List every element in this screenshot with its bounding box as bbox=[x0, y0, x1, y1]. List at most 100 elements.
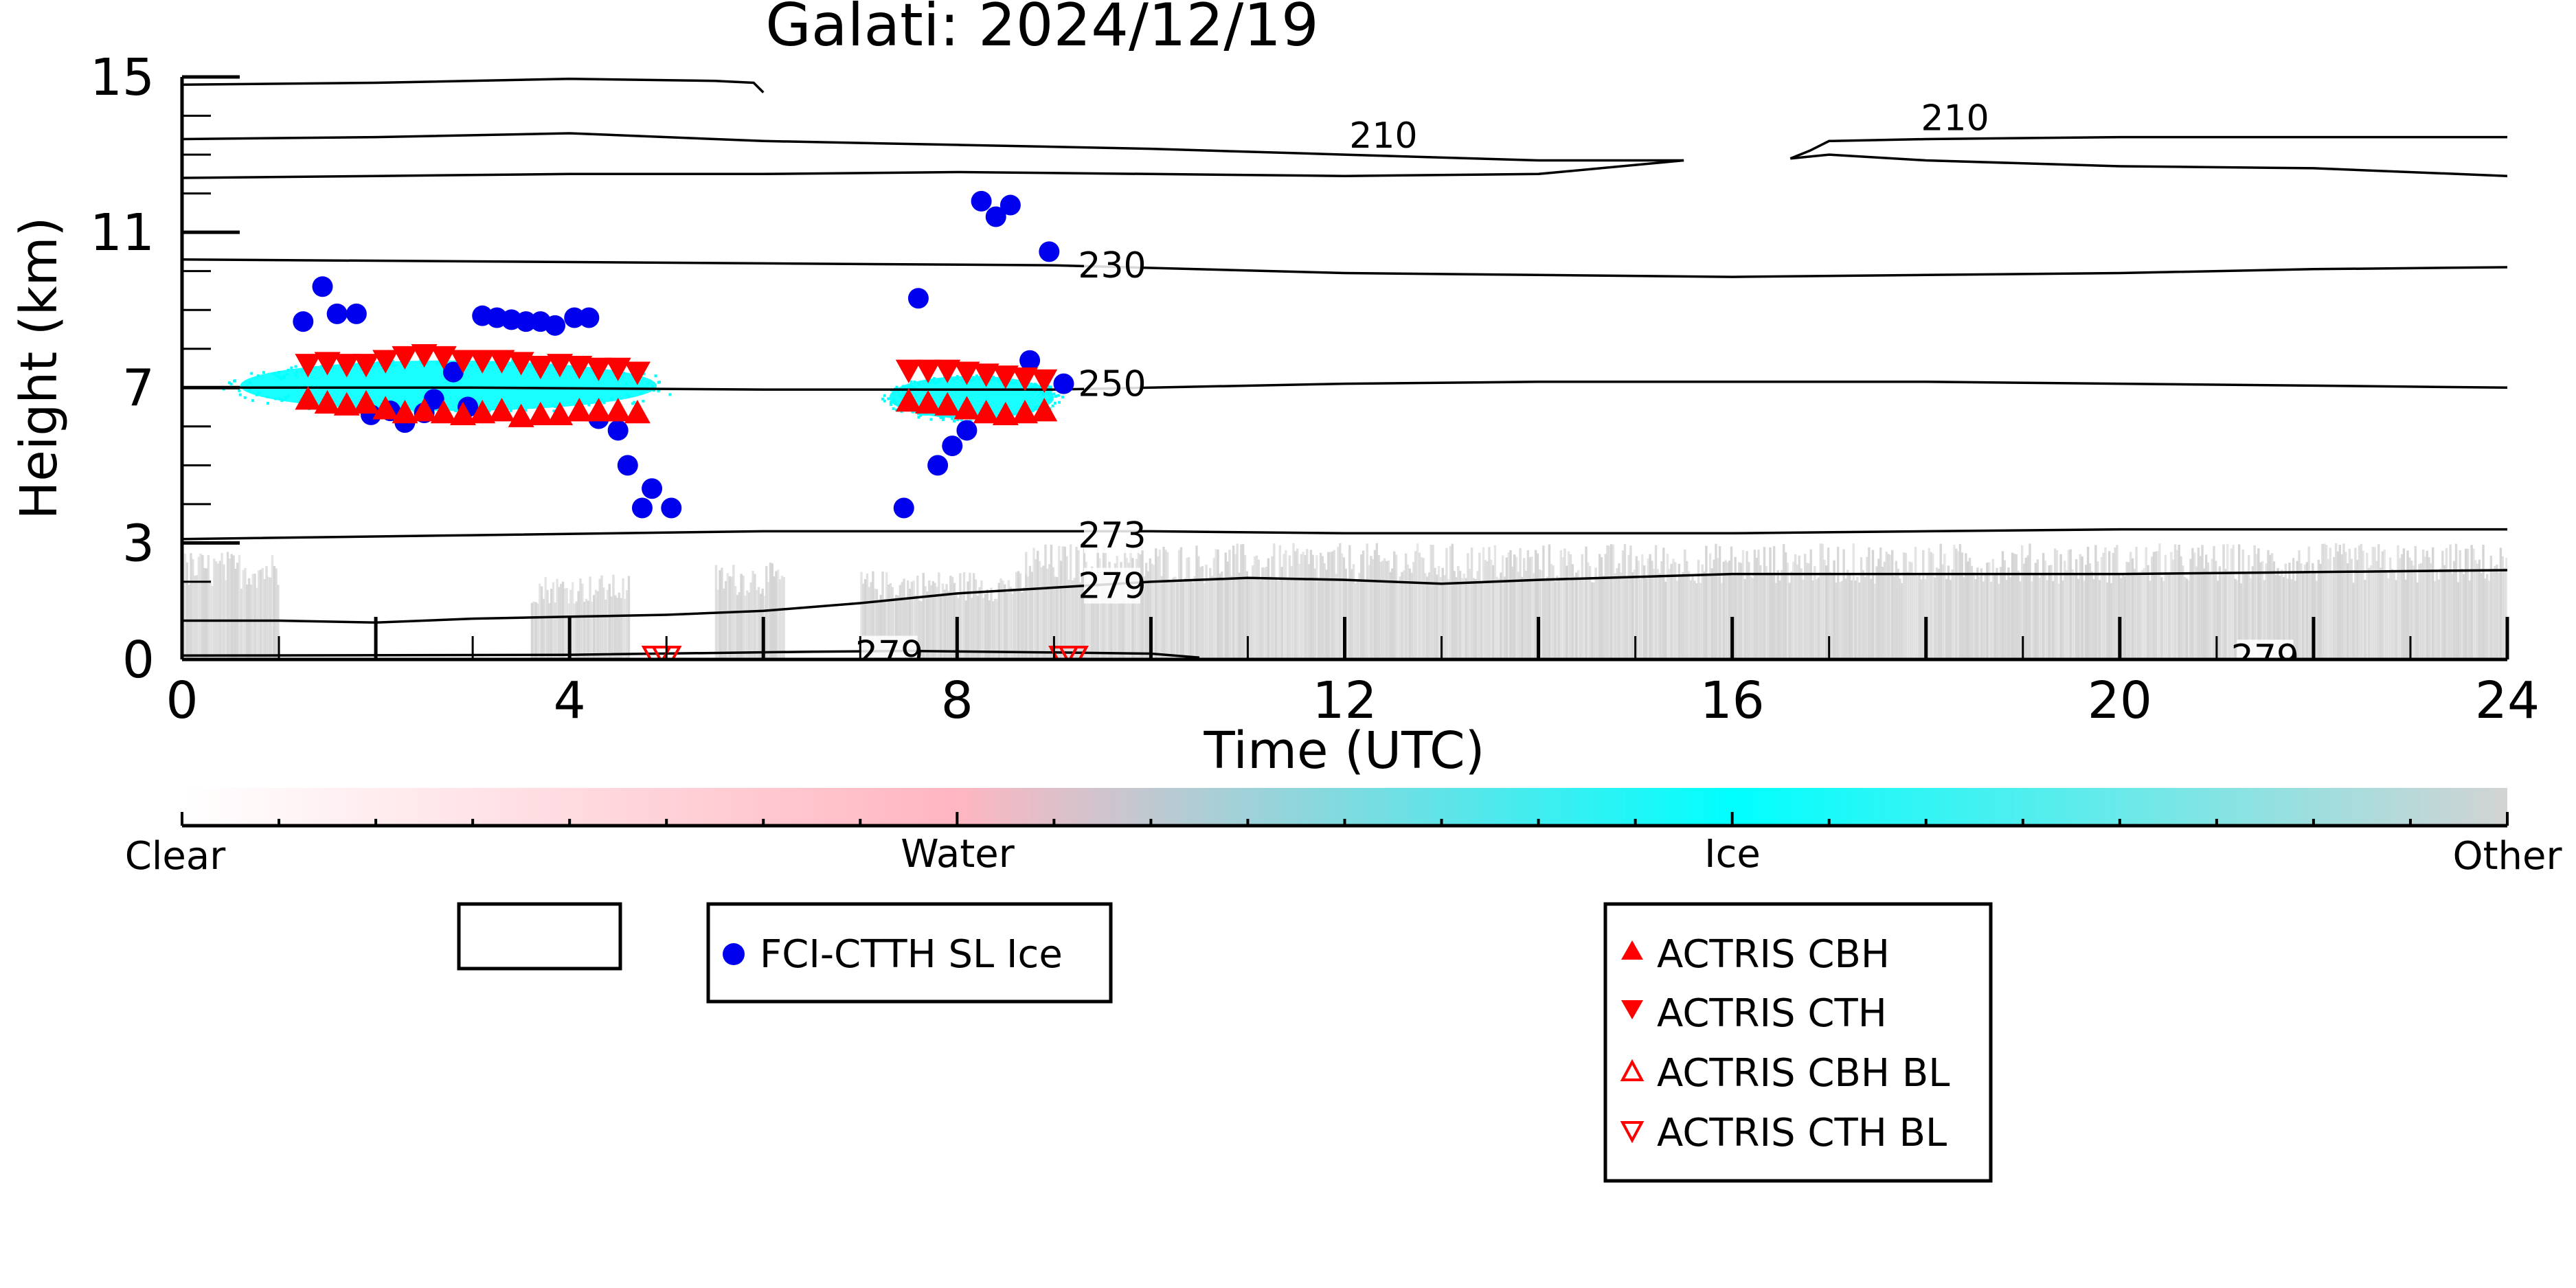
cloud-column bbox=[1327, 552, 1330, 659]
cloud-column bbox=[1467, 553, 1469, 659]
cloud-column bbox=[2187, 580, 2190, 659]
cloud-column bbox=[1236, 543, 1239, 659]
cloud-speck bbox=[893, 402, 896, 405]
cloud-column bbox=[1123, 551, 1127, 659]
cloud-column bbox=[992, 601, 995, 659]
cloud-column bbox=[1916, 576, 1919, 659]
cloud-speck bbox=[511, 360, 515, 363]
point-fci-ctth-sl-ice bbox=[985, 206, 1006, 227]
cloud-speck bbox=[508, 363, 512, 366]
cloud-column bbox=[988, 600, 991, 659]
cloud-column bbox=[1534, 550, 1537, 659]
cloud-column bbox=[782, 576, 785, 659]
cloud-column bbox=[1621, 550, 1625, 659]
cloud-column bbox=[901, 582, 903, 659]
cloud-column bbox=[1071, 580, 1074, 659]
cloud-column bbox=[1869, 578, 1873, 659]
cloud-column bbox=[1009, 586, 1012, 659]
cloud-column bbox=[1401, 572, 1403, 659]
cloud-column bbox=[2367, 567, 2371, 659]
cloud-speck bbox=[916, 383, 920, 386]
cloud-column bbox=[550, 589, 553, 659]
cloud-speck bbox=[956, 375, 959, 379]
cloud-speck bbox=[936, 381, 940, 384]
cloud-speck bbox=[929, 418, 933, 421]
cloud-column bbox=[1144, 563, 1148, 659]
cloud-column bbox=[2334, 543, 2338, 659]
cloud-column bbox=[775, 571, 778, 659]
y-tick-label: 7 bbox=[122, 359, 155, 418]
cloud-column bbox=[1507, 552, 1510, 659]
cloud-column bbox=[1323, 563, 1326, 659]
cloud-column bbox=[1050, 544, 1053, 659]
cloud-column bbox=[230, 554, 233, 659]
cloud-column bbox=[2346, 563, 2349, 659]
cloud-column bbox=[2406, 550, 2409, 659]
cloud-column bbox=[1250, 577, 1252, 659]
cloud-column bbox=[1819, 543, 1822, 659]
cloud-column bbox=[2046, 580, 2049, 659]
cloud-column bbox=[2366, 552, 2369, 659]
cloud-speck bbox=[916, 412, 920, 416]
cloud-column bbox=[982, 598, 985, 659]
cloud-column bbox=[1908, 561, 1911, 659]
cloud-column bbox=[1741, 550, 1745, 659]
cloud-column bbox=[1691, 574, 1694, 659]
cloud-column bbox=[1025, 552, 1028, 659]
cloud-column bbox=[1868, 547, 1871, 659]
cloud-column bbox=[2203, 568, 2206, 659]
series-actris-cth bbox=[295, 344, 1058, 393]
cloud-column bbox=[1110, 572, 1113, 659]
point-fci-ctth-sl-ice bbox=[956, 420, 978, 441]
cloud-column bbox=[1546, 576, 1549, 659]
cloud-column bbox=[2189, 558, 2192, 659]
point-fci-ctth-sl-ice bbox=[293, 311, 314, 332]
cloud-speck bbox=[234, 379, 237, 383]
cloud-column bbox=[1370, 556, 1372, 659]
cloud-column bbox=[2092, 579, 2095, 659]
cloud-column bbox=[1399, 576, 1401, 659]
cloud-column bbox=[1722, 561, 1725, 659]
cloud-speck bbox=[250, 372, 253, 375]
cloud-column bbox=[1519, 547, 1522, 659]
cloud-column bbox=[625, 590, 629, 659]
contour-label-bg-0 bbox=[1355, 117, 1412, 153]
cloud-column bbox=[1052, 567, 1054, 659]
cloud-column bbox=[2162, 580, 2165, 659]
cloud-column bbox=[1559, 550, 1563, 659]
cloud-column bbox=[1947, 565, 1950, 659]
cloud-column bbox=[1364, 579, 1367, 659]
cloud-column bbox=[1577, 569, 1580, 659]
cloud-column bbox=[1315, 555, 1318, 659]
cloud-column bbox=[771, 563, 773, 659]
cloud-column bbox=[1092, 578, 1096, 659]
cloud-column bbox=[2383, 549, 2386, 659]
cloud-column bbox=[2125, 561, 2128, 659]
legend-marker-actris-cth-bl bbox=[1620, 1121, 1645, 1144]
cloud-column bbox=[742, 575, 745, 659]
cloud-column bbox=[1631, 572, 1634, 659]
cloud-column bbox=[2355, 560, 2359, 659]
cloud-column bbox=[1069, 544, 1072, 659]
cloud-column bbox=[2325, 545, 2328, 659]
cloud-column bbox=[205, 568, 208, 659]
cloud-column bbox=[1040, 567, 1043, 659]
cloud-column bbox=[860, 572, 863, 659]
cloud-column bbox=[201, 554, 204, 659]
cloud-speck bbox=[917, 416, 920, 419]
cloud-column bbox=[2106, 582, 2109, 659]
cloud-column bbox=[273, 565, 275, 659]
phase-colorbar: Clear Water Ice Other bbox=[125, 788, 2562, 879]
cloud-column bbox=[2137, 574, 2140, 659]
cloud-column bbox=[1715, 543, 1717, 659]
cloud-column bbox=[1889, 554, 1892, 659]
cloud-column bbox=[1267, 558, 1270, 659]
cloud-speck bbox=[389, 363, 392, 367]
cloud-column bbox=[565, 587, 568, 659]
cloud-column bbox=[1540, 570, 1543, 659]
cloud-column bbox=[971, 598, 973, 659]
cloud-column bbox=[2474, 560, 2477, 659]
cloud-column bbox=[1480, 582, 1483, 659]
cloud-column bbox=[928, 580, 931, 659]
point-actris-cbh bbox=[585, 398, 612, 422]
